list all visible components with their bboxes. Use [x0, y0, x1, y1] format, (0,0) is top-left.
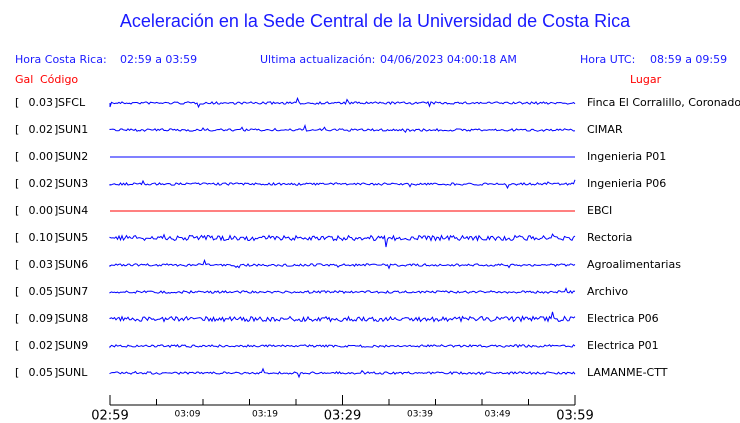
gal-value: 0.02 — [29, 123, 54, 136]
bracket: ] — [54, 339, 58, 352]
gal-value: 0.02 — [29, 339, 54, 352]
station-place: Rectoria — [587, 231, 632, 244]
station-code: SFCL — [58, 96, 86, 109]
time-label: 02:59 — [91, 409, 128, 423]
time-label: 03:59 — [556, 409, 593, 423]
station-code: SUN6 — [58, 258, 88, 271]
bracket: [ — [15, 312, 19, 325]
bracket: ] — [54, 96, 58, 109]
trace — [109, 179, 576, 190]
station-place: LAMANME-CTT — [587, 366, 668, 379]
gal-value: 0.05 — [29, 285, 54, 298]
station-code: SUN1 — [58, 123, 88, 136]
gal-value: 0.09 — [29, 312, 54, 325]
bracket: ] — [54, 204, 58, 217]
gal-value: 0.03 — [29, 258, 54, 271]
place-label: Lugar — [630, 73, 662, 86]
trace — [109, 233, 576, 248]
bracket: [ — [15, 366, 19, 379]
station-place: Ingenieria P01 — [587, 150, 666, 163]
bracket: ] — [54, 366, 58, 379]
trace — [109, 287, 576, 294]
bracket: [ — [15, 96, 19, 109]
gal-value: 0.10 — [29, 231, 54, 244]
gal-value: 0.02 — [29, 177, 54, 190]
local-label: Hora Costa Rica: — [15, 53, 107, 66]
time-label: 03:39 — [407, 410, 433, 420]
bracket: [ — [15, 339, 19, 352]
trace — [109, 343, 576, 349]
bracket: [ — [15, 150, 19, 163]
station-code: SUN9 — [58, 339, 88, 352]
station-code: SUN3 — [58, 177, 88, 190]
trace — [109, 367, 576, 379]
station-place: Electrica P06 — [587, 312, 659, 325]
title: Aceleración en la Sede Central de la Uni… — [120, 11, 631, 31]
bracket: [ — [15, 123, 19, 136]
code-label: Código — [40, 73, 78, 86]
gal-label: Gal — [15, 73, 33, 86]
bracket: [ — [15, 285, 19, 298]
time-label: 03:29 — [324, 409, 361, 423]
bracket: [ — [15, 231, 19, 244]
bracket: ] — [54, 177, 58, 190]
gal-value: 0.05 — [29, 366, 54, 379]
station-code: SUN5 — [58, 231, 88, 244]
bracket: ] — [54, 150, 58, 163]
station-place: Finca El Corralillo, Coronado — [587, 96, 740, 109]
station-place: Electrica P01 — [587, 339, 659, 352]
station-place: EBCI — [587, 204, 612, 217]
update-time: 04/06/2023 04:00:18 AM — [380, 53, 517, 66]
gal-value: 0.03 — [29, 96, 54, 109]
bracket: [ — [15, 204, 19, 217]
local-range: 02:59 a 03:59 — [120, 53, 197, 66]
station-code: SUNL — [58, 366, 88, 379]
station-code: SUN4 — [58, 204, 88, 217]
bracket: [ — [15, 258, 19, 271]
time-label: 03:19 — [252, 410, 278, 420]
bracket: ] — [54, 231, 58, 244]
station-place: CIMAR — [587, 123, 623, 136]
trace — [109, 124, 576, 134]
trace — [109, 96, 576, 109]
bracket: ] — [54, 285, 58, 298]
gal-value: 0.00 — [29, 204, 54, 217]
bracket: ] — [54, 123, 58, 136]
trace — [109, 258, 576, 270]
station-place: Ingenieria P06 — [587, 177, 666, 190]
update-label: Ultima actualización: — [260, 53, 375, 66]
time-label: 03:49 — [485, 410, 511, 420]
utc-range: 08:59 a 09:59 — [650, 53, 727, 66]
bracket: ] — [54, 258, 58, 271]
station-place: Agroalimentarias — [587, 258, 681, 271]
time-label: 03:09 — [175, 410, 201, 420]
gal-value: 0.00 — [29, 150, 54, 163]
station-code: SUN7 — [58, 285, 88, 298]
bracket: ] — [54, 312, 58, 325]
trace — [109, 311, 576, 323]
bracket: [ — [15, 177, 19, 190]
station-code: SUN2 — [58, 150, 88, 163]
station-code: SUN8 — [58, 312, 88, 325]
station-place: Archivo — [587, 285, 628, 298]
utc-label: Hora UTC: — [580, 53, 635, 66]
